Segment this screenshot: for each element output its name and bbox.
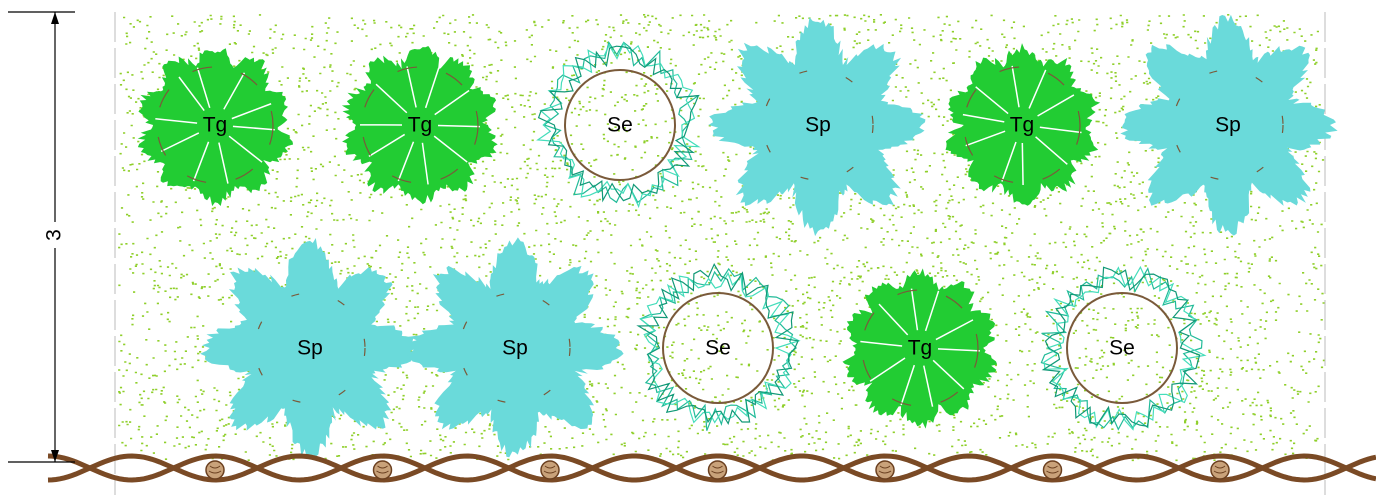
dimension-label: 3: [43, 229, 66, 241]
plant-outline: [662, 292, 774, 404]
plants: Tg Tg Se Sp Tg Sp Sp Sp Se Tg Se: [137, 14, 1338, 460]
plant-canopy: [137, 48, 294, 207]
plant-foliage: [636, 262, 799, 425]
plant-outline: [1172, 69, 1284, 181]
plant: Se: [636, 262, 801, 431]
plant-outline: [963, 66, 1081, 184]
plant-label: Sp: [805, 114, 831, 137]
knot-detail: [543, 465, 557, 474]
plant-canopy: [341, 46, 498, 205]
plant: Se: [1040, 265, 1207, 431]
plant-canopy: [1120, 14, 1338, 236]
plant-label: Sp: [1215, 114, 1241, 137]
plant-canopy: [945, 43, 1101, 206]
plant-label: Sp: [297, 337, 323, 360]
plant-detail: [962, 65, 1082, 186]
plant-label: Se: [705, 337, 731, 360]
plant-outline: [1066, 292, 1178, 404]
rope-knot: [540, 460, 560, 480]
rope-strand: [47, 453, 1376, 483]
knot-detail: [208, 465, 222, 474]
plant-foliage: [1043, 265, 1207, 431]
plant: Sp: [200, 238, 418, 460]
plant: Tg: [842, 268, 998, 429]
plant-foliage: [1041, 266, 1201, 427]
plant-foliage: [537, 45, 700, 203]
plant-label: Tg: [908, 337, 933, 360]
edging-rope: [47, 453, 1376, 483]
plant-outline: [762, 69, 874, 181]
plant: Se: [536, 40, 701, 209]
plant: Sp: [404, 237, 624, 458]
knot-detail: [1213, 465, 1227, 474]
plant-detail: [860, 288, 980, 407]
knot-detail: [878, 465, 892, 474]
plant-outline: [564, 69, 676, 181]
plant-label: Se: [607, 114, 633, 137]
plant: Sp: [708, 17, 926, 237]
plant-detail: [155, 67, 275, 184]
plant-outline: [861, 289, 979, 407]
plant-detail: [359, 66, 480, 185]
label-bg: [40, 222, 70, 248]
plant-canopy: [404, 237, 624, 458]
plant-foliage: [542, 40, 701, 204]
plant-label: Sp: [502, 337, 528, 360]
dimension: 3: [8, 11, 75, 463]
knot-detail: [376, 465, 389, 474]
plant-foliage: [639, 271, 801, 424]
plant-foliage: [1040, 266, 1203, 431]
knot-detail: [711, 465, 724, 474]
plant-outline: [156, 66, 274, 184]
rope-knot: [707, 460, 728, 480]
plant-canopy: [842, 268, 998, 429]
plant-outline: [254, 292, 366, 404]
plant-label: Tg: [408, 114, 433, 137]
plant: Tg: [341, 46, 498, 205]
rope-knot: [1210, 460, 1230, 480]
rope-knot: [1042, 460, 1063, 480]
plant: Sp: [1120, 14, 1338, 236]
rope-strand: [47, 453, 1376, 483]
plant-label: Tg: [1010, 114, 1035, 137]
rope-knot: [875, 460, 895, 480]
plant-canopy: [200, 238, 418, 460]
plant: Tg: [137, 48, 294, 207]
plant-label: Tg: [203, 114, 228, 137]
plant-canopy: [708, 17, 926, 237]
plant-outline: [459, 292, 571, 404]
rope-knot: [205, 460, 225, 480]
plant-outline: [361, 66, 479, 184]
rope-knot: [372, 460, 393, 480]
plant: Tg: [945, 43, 1101, 206]
knot-detail: [1046, 465, 1059, 474]
plant-foliage: [639, 267, 797, 431]
plant-label: Se: [1109, 337, 1135, 360]
